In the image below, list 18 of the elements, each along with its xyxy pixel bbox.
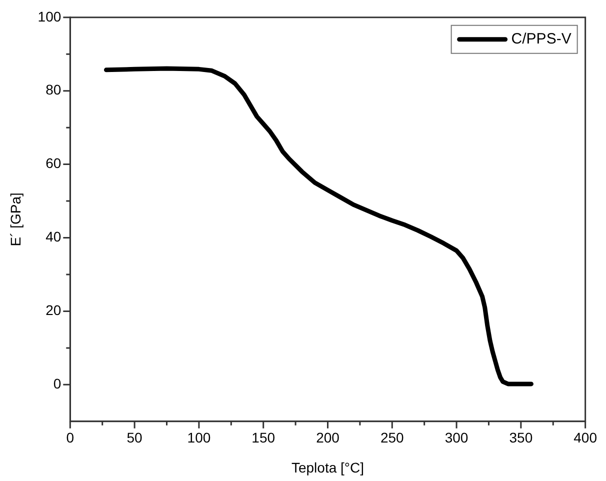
x-tick-label: 250 xyxy=(380,430,404,446)
x-tick-label: 150 xyxy=(252,430,276,446)
y-tick-label: 80 xyxy=(46,82,62,98)
x-axis-title: Teplota [°C] xyxy=(291,459,364,476)
x-tick-label: 400 xyxy=(574,430,598,446)
y-tick-label: 100 xyxy=(38,8,62,24)
y-tick-label: 0 xyxy=(53,376,62,392)
y-tick-label: 40 xyxy=(46,228,62,245)
x-tick-label: 100 xyxy=(187,430,211,446)
y-axis-title: E´ [GPa] xyxy=(7,192,24,246)
x-tick-label: 200 xyxy=(316,430,340,446)
y-tick-label: 20 xyxy=(46,302,62,318)
x-tick-label: 350 xyxy=(509,430,533,446)
legend-label: C/PPS-V xyxy=(511,30,572,48)
x-tick-label: 0 xyxy=(66,430,74,446)
y-tick-label: 60 xyxy=(46,155,62,172)
x-tick-label: 50 xyxy=(126,430,143,446)
x-tick-label: 300 xyxy=(444,430,468,446)
